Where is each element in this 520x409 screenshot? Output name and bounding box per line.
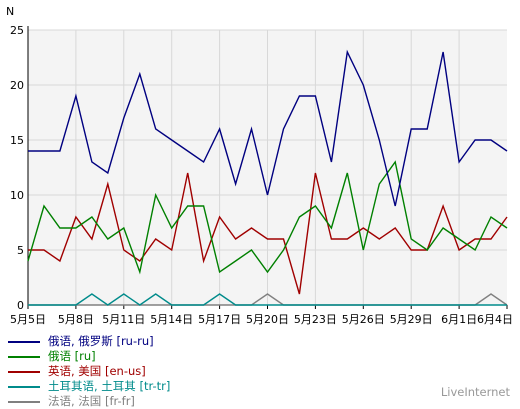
y-tick-label: 10 <box>10 189 24 202</box>
y-tick-label: 15 <box>10 134 24 147</box>
x-tick-label: 5月14日 <box>150 313 193 326</box>
x-tick-label: 5月17日 <box>198 313 241 326</box>
series-line <box>27 160 508 275</box>
legend-swatch-ru <box>8 356 40 358</box>
legend-swatch-fr-fr <box>8 401 40 403</box>
x-tick-label: 5月20日 <box>246 313 289 326</box>
y-axis-label: N <box>6 5 14 18</box>
y-tick-label: 0 <box>17 299 24 312</box>
legend-label-tr-tr: 土耳其语, 土耳其 [tr-tr] <box>48 379 171 393</box>
x-tick-label: 6月4日 <box>477 313 513 326</box>
legend-swatch-tr-tr <box>8 386 40 388</box>
x-tick-label: 5月5日 <box>10 313 46 326</box>
series-line <box>28 49 508 207</box>
legend-label-en-us: 英语, 美国 [en-us] <box>48 364 146 378</box>
x-tick-label: 5月26日 <box>342 313 385 326</box>
y-tick-label: 20 <box>10 79 24 92</box>
x-tick-label: 5月11日 <box>102 313 145 326</box>
legend-swatch-ru-ru <box>8 341 40 343</box>
legend-label-ru: 俄语 [ru] <box>48 349 96 363</box>
legend-label-fr-fr: 法语, 法国 [fr-fr] <box>48 394 135 408</box>
brand-label: LiveInternet <box>440 385 510 399</box>
legend-label-ru-ru: 俄语, 俄罗斯 [ru-ru] <box>48 334 154 348</box>
x-tick-label: 5月23日 <box>294 313 337 326</box>
x-tick-label: 5月8日 <box>58 313 94 326</box>
x-tick-label: 6月1日 <box>441 313 477 326</box>
chart: 0 5 10 15 20 25 N 5月5日 5月8日 5月11日 5月14日 5月17日 5月20日 5… <box>6 5 513 326</box>
series-line <box>28 293 507 306</box>
y-tick-label: 25 <box>10 24 24 37</box>
legend-swatch-en-us <box>8 371 40 373</box>
y-tick-label: 5 <box>17 244 24 257</box>
x-tick-label: 5月29日 <box>390 313 433 326</box>
